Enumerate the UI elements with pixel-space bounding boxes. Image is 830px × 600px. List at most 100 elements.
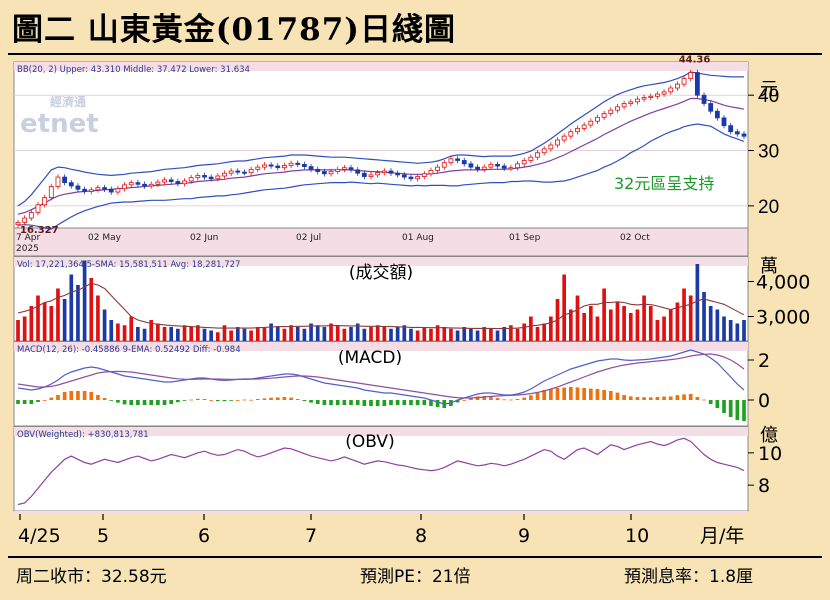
candle-body [475, 166, 480, 170]
macd-histogram-bar [608, 391, 613, 400]
macd-histogram-bar [668, 396, 673, 400]
candle-body [341, 167, 347, 170]
volume-bar [608, 309, 613, 341]
volume-bar [89, 278, 94, 341]
macd-histogram-bar [202, 399, 207, 400]
volume-bar [289, 325, 293, 341]
candle-body [68, 182, 74, 187]
macd-legend: MACD(12, 26): -0.45886 9-EMA: 0.52492 Di… [17, 345, 241, 355]
macd-histogram-bar [342, 400, 347, 405]
macd-histogram-bar [655, 397, 660, 400]
candle-body [595, 116, 600, 122]
volume-bar [575, 295, 580, 341]
macd-histogram-bar [275, 397, 280, 400]
candle-body [668, 87, 674, 93]
candle-body [681, 78, 687, 85]
volume-bar [395, 327, 400, 341]
candle-body [588, 120, 594, 126]
volume-bar [96, 295, 100, 341]
candle-body [615, 106, 620, 111]
candle-body [655, 93, 660, 97]
volume-bar [335, 325, 340, 341]
volume-title: (成交額) [349, 263, 413, 283]
macd-histogram-bar [495, 398, 500, 400]
macd-histogram-bar [662, 396, 666, 400]
volume-bar [302, 328, 307, 341]
candle-body [521, 160, 527, 165]
volume-bar [542, 323, 547, 341]
volume-bar [735, 323, 740, 341]
volume-bar [329, 323, 333, 341]
macd-histogram-bar [455, 400, 460, 403]
high-price-annotation: 44.36 [679, 54, 711, 65]
macd-histogram-bar [502, 399, 507, 401]
volume-bar [122, 325, 127, 341]
macd-histogram-bar [462, 400, 467, 401]
candle-body [641, 97, 647, 100]
volume-bar [156, 323, 160, 341]
macd-histogram-bar [382, 400, 387, 406]
candle-body [315, 168, 321, 172]
volume-bar [202, 328, 207, 341]
volume-bar [402, 325, 407, 341]
candle-body [548, 144, 554, 150]
volume-bar [109, 320, 114, 341]
macd-tick-label: 0 [758, 390, 770, 412]
volume-bar [262, 327, 267, 341]
volume-bar [415, 330, 420, 341]
macd-histogram-bar [355, 400, 360, 405]
date-tick-label: 02 Oct [620, 233, 650, 243]
date-tick-label: 01 Sep [509, 233, 541, 243]
macd-histogram-bar [182, 400, 187, 401]
volume-bar [429, 328, 433, 341]
candle-body [428, 170, 434, 175]
candle-body [468, 163, 474, 168]
macd-histogram-bar [628, 396, 633, 400]
volume-bar [642, 295, 646, 341]
macd-panel-bg [13, 341, 749, 427]
macd-histogram-bar [648, 397, 653, 400]
candle-body [188, 177, 194, 182]
candle-body [408, 176, 414, 180]
macd-histogram-bar [509, 399, 513, 401]
macd-histogram-bar [542, 390, 547, 400]
macd-histogram-bar [16, 400, 20, 404]
candle-body [395, 172, 401, 176]
macd-histogram-bar [582, 388, 586, 400]
macd-histogram-bar [555, 388, 560, 400]
candle-body [541, 148, 547, 154]
candle-body [35, 204, 41, 213]
candle-body [515, 163, 520, 169]
macd-histogram-bar [176, 400, 180, 403]
macd-histogram-bar [302, 400, 307, 401]
macd-histogram-bar [715, 400, 720, 408]
price-tick-label: 40 [758, 86, 779, 107]
volume-bar [549, 316, 553, 341]
candle-body [535, 152, 540, 158]
macd-histogram-bar [89, 392, 94, 400]
macd-histogram-bar [415, 400, 420, 405]
macd-histogram-bar [255, 399, 260, 400]
candle-body [708, 103, 714, 112]
volume-legend: Vol: 17,221,364 5-SMA: 15,581,511 Avg: 1… [17, 260, 240, 270]
macd-histogram-bar [269, 397, 273, 400]
volume-bar [369, 327, 373, 341]
volume-bar [595, 316, 600, 341]
macd-histogram-bar [22, 400, 27, 404]
candle-body [721, 117, 727, 127]
volume-bar [462, 327, 467, 341]
candle-body [308, 166, 314, 170]
volume-bar [588, 306, 593, 341]
volume-bar [668, 309, 673, 341]
volume-bar [136, 327, 140, 341]
price-tick-label: 20 [758, 197, 779, 218]
volume-bar [708, 306, 713, 341]
macd-histogram-bar [622, 395, 626, 400]
date-tick-label: 02 May [88, 233, 122, 243]
macd-histogram-bar [322, 400, 327, 405]
watermark-text: 經濟通 [50, 94, 86, 109]
volume-bar [502, 327, 507, 341]
macd-histogram-bar [529, 395, 533, 400]
macd-histogram-bar [642, 397, 646, 400]
obv-title: (OBV) [345, 432, 394, 452]
